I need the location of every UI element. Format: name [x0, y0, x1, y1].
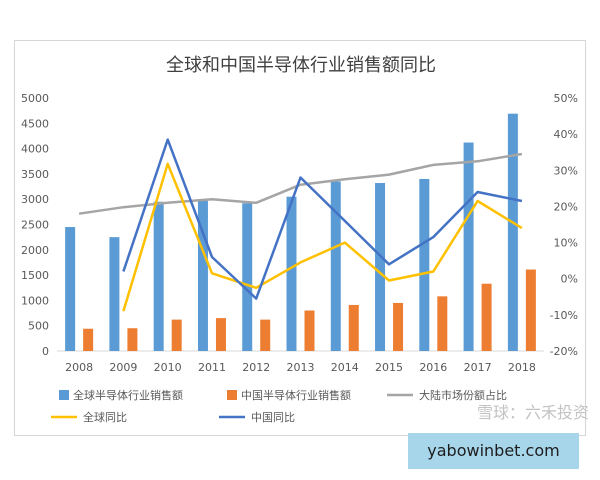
watermark: 雪球：六禾投资	[477, 403, 590, 422]
bar-china-2011	[215, 318, 226, 351]
bar-china-2012	[260, 319, 271, 351]
y-right-tick-label: 20%	[554, 200, 578, 213]
y-left-tick-label: 500	[28, 320, 49, 333]
bar-global-2015	[375, 183, 386, 351]
x-tick-label: 2018	[508, 361, 536, 374]
bar-global-2018	[507, 113, 518, 351]
y-left-tick-label: 3500	[21, 168, 49, 181]
x-tick-label: 2016	[419, 361, 447, 374]
bar-global-2014	[330, 181, 341, 351]
x-tick-label: 2014	[331, 361, 359, 374]
bar-global-2010	[153, 201, 164, 351]
y-left-tick-label: 2500	[21, 219, 49, 232]
bar-global-2017	[463, 142, 474, 351]
x-tick-label: 2017	[464, 361, 492, 374]
legend-label: 全球半导体行业销售额	[73, 388, 183, 402]
bar-china-2010	[171, 319, 182, 351]
y-right-tick-label: -10%	[550, 309, 578, 322]
bar-china-2016	[437, 296, 448, 351]
legend-label: 全球同比	[83, 410, 127, 424]
legend-label: 中国同比	[251, 411, 295, 424]
bar-global-2008	[65, 227, 76, 351]
y-right-tick-label: -20%	[550, 345, 578, 358]
x-tick-label: 2015	[375, 361, 403, 374]
bar-china-2009	[127, 328, 138, 351]
y-right-tick-label: 10%	[554, 237, 578, 250]
legend-label: 中国半导体行业销售额	[241, 388, 351, 402]
axes: 0 500 1000 1500 2000 2500 3000 3500 4000 4500 5000…	[21, 92, 578, 374]
line-series-0	[78, 152, 523, 215]
y-left-tick-label: 1000	[21, 294, 49, 307]
x-tick-label: 2011	[198, 361, 226, 374]
x-tick-label: 2009	[109, 361, 137, 374]
line-series-2	[122, 138, 523, 300]
y-left-tick-label: 4500	[21, 117, 49, 130]
bar-global-2013	[286, 196, 297, 351]
chart-title: 全球和中国半导体行业销售额同比	[166, 55, 436, 76]
bar-china-2013	[304, 310, 315, 351]
y-left-tick-label: 4000	[21, 143, 49, 156]
legend-swatch	[59, 390, 69, 400]
bar-global-2012	[242, 203, 253, 351]
x-tick-label: 2012	[242, 361, 270, 374]
y-left-tick-label: 5000	[21, 92, 49, 105]
y-right-tick-label: 50%	[554, 92, 578, 105]
chart-svg: 全球和中国半导体行业销售额同比 0 500 1000 1500 2000 2500 3000…	[21, 55, 578, 424]
x-tick-label: 2013	[287, 361, 315, 374]
bar-global-2009	[109, 237, 120, 351]
line-series-1	[122, 162, 523, 312]
bar-global-2016	[419, 178, 430, 351]
y-left-tick-label: 1500	[21, 269, 49, 282]
bar-global-2011	[197, 200, 208, 351]
bar-china-2017	[481, 283, 492, 351]
bars	[65, 113, 536, 351]
x-tick-label: 2010	[154, 361, 182, 374]
legend-label: 大陆市场份额占比	[419, 388, 507, 402]
y-left-tick-label: 2000	[21, 244, 49, 257]
bar-china-2018	[525, 269, 536, 351]
bar-china-2015	[393, 302, 404, 351]
bar-china-2008	[83, 328, 94, 351]
lines	[78, 138, 523, 312]
x-tick-label: 2008	[65, 361, 93, 374]
legend-swatch	[227, 390, 237, 400]
y-right-tick-label: 0%	[561, 273, 578, 286]
y-left-tick-label: 0	[42, 345, 49, 358]
chart-frame: 全球和中国半导体行业销售额同比 0 500 1000 1500 2000 2500 3000…	[14, 40, 586, 436]
y-right-tick-label: 30%	[554, 164, 578, 177]
y-right-tick-label: 40%	[554, 128, 578, 141]
site-banner[interactable]: yabowinbet.com	[408, 433, 579, 469]
bar-china-2014	[348, 304, 359, 351]
y-left-tick-label: 3000	[21, 193, 49, 206]
